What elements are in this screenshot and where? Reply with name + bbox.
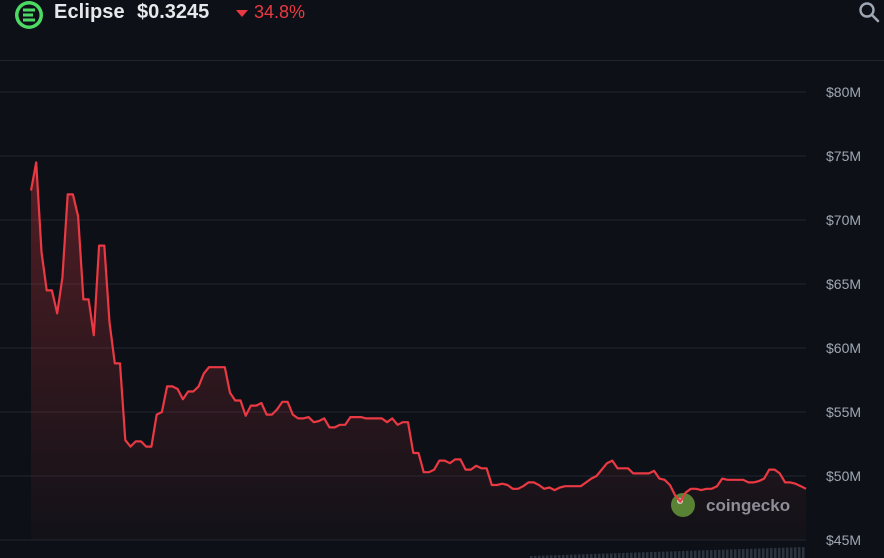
volume-bar [730, 549, 733, 558]
y-tick-label: $50M [826, 468, 861, 484]
y-tick-label: $45M [826, 532, 861, 548]
volume-bar [678, 551, 681, 558]
volume-bar [774, 547, 777, 558]
volume-bar [638, 552, 641, 558]
volume-bar [618, 553, 621, 558]
volume-bar [602, 553, 605, 558]
volume-bar [762, 548, 765, 558]
volume-bar [714, 549, 717, 558]
header-divider [0, 60, 884, 61]
volume-bar [802, 547, 805, 558]
volume-bar [614, 553, 617, 558]
volume-bar [650, 552, 653, 558]
price-change-value: 34.8% [254, 2, 306, 22]
chart-header: Eclipse $0.3245 34.8% [0, 0, 884, 30]
coin-price: $0.3245 [137, 1, 210, 23]
volume-bars [530, 547, 805, 558]
volume-bar [550, 555, 553, 558]
price-area-fill [31, 162, 806, 540]
volume-bar [790, 547, 793, 558]
volume-bar [782, 547, 785, 558]
volume-bar [590, 554, 593, 558]
volume-bar [562, 554, 565, 558]
volume-bar [766, 548, 769, 558]
volume-bar [682, 550, 685, 558]
volume-bar [746, 548, 749, 558]
volume-bar [710, 550, 713, 558]
volume-bar [738, 549, 741, 558]
volume-bar [582, 554, 585, 558]
volume-bar [530, 556, 533, 558]
search-icon[interactable] [857, 0, 881, 24]
volume-bar [646, 552, 649, 558]
volume-bar [698, 550, 701, 558]
volume-bar [558, 555, 561, 558]
volume-bar [794, 547, 797, 558]
volume-bar [786, 547, 789, 558]
volume-bar [674, 551, 677, 558]
volume-bar [594, 553, 597, 558]
volume-bar [718, 549, 721, 558]
price-change: 34.8% [236, 2, 305, 23]
volume-bar [574, 554, 577, 558]
volume-bar [706, 550, 709, 558]
volume-bar [750, 548, 753, 558]
volume-bar [610, 553, 613, 558]
volume-bar [634, 552, 637, 558]
volume-bar [566, 554, 569, 558]
coin-name: Eclipse [54, 1, 125, 23]
volume-bar [538, 555, 541, 558]
volume-bar [770, 548, 773, 558]
volume-bar [662, 551, 665, 558]
volume-bar [586, 554, 589, 558]
volume-bar [598, 553, 601, 558]
volume-bar [798, 547, 801, 558]
volume-bar [722, 549, 725, 558]
volume-bar [666, 551, 669, 558]
volume-bar [726, 549, 729, 558]
y-tick-label: $65M [826, 276, 861, 292]
volume-bar [642, 552, 645, 558]
y-tick-label: $75M [826, 148, 861, 164]
volume-bar [622, 552, 625, 558]
volume-bar [554, 555, 557, 558]
volume-bar [654, 551, 657, 558]
volume-bar [534, 555, 537, 558]
volume-bar [694, 550, 697, 558]
caret-down-icon [236, 10, 248, 17]
volume-bar [754, 548, 757, 558]
volume-bar [778, 547, 781, 558]
y-tick-label: $80M [826, 84, 861, 100]
volume-bar [578, 554, 581, 558]
volume-bar [734, 549, 737, 558]
volume-bar [570, 554, 573, 558]
volume-bar [670, 551, 673, 558]
volume-bar [606, 553, 609, 558]
price-line-series [29, 161, 807, 503]
eclipse-logo-icon [15, 1, 43, 29]
volume-bar [630, 552, 633, 558]
y-tick-label: $60M [826, 340, 861, 356]
volume-bar [742, 549, 745, 558]
volume-bar [758, 548, 761, 558]
volume-bar [686, 550, 689, 558]
volume-bar [626, 552, 629, 558]
volume-bar [702, 550, 705, 558]
y-tick-label: $55M [826, 404, 861, 420]
y-tick-label: $70M [826, 212, 861, 228]
volume-bar [542, 555, 545, 558]
volume-bar [546, 555, 549, 558]
volume-bar [658, 551, 661, 558]
volume-bar [690, 550, 693, 558]
y-axis-ticks: $80M $75M $70M $65M $60M $55M $50M $45M [826, 84, 861, 548]
